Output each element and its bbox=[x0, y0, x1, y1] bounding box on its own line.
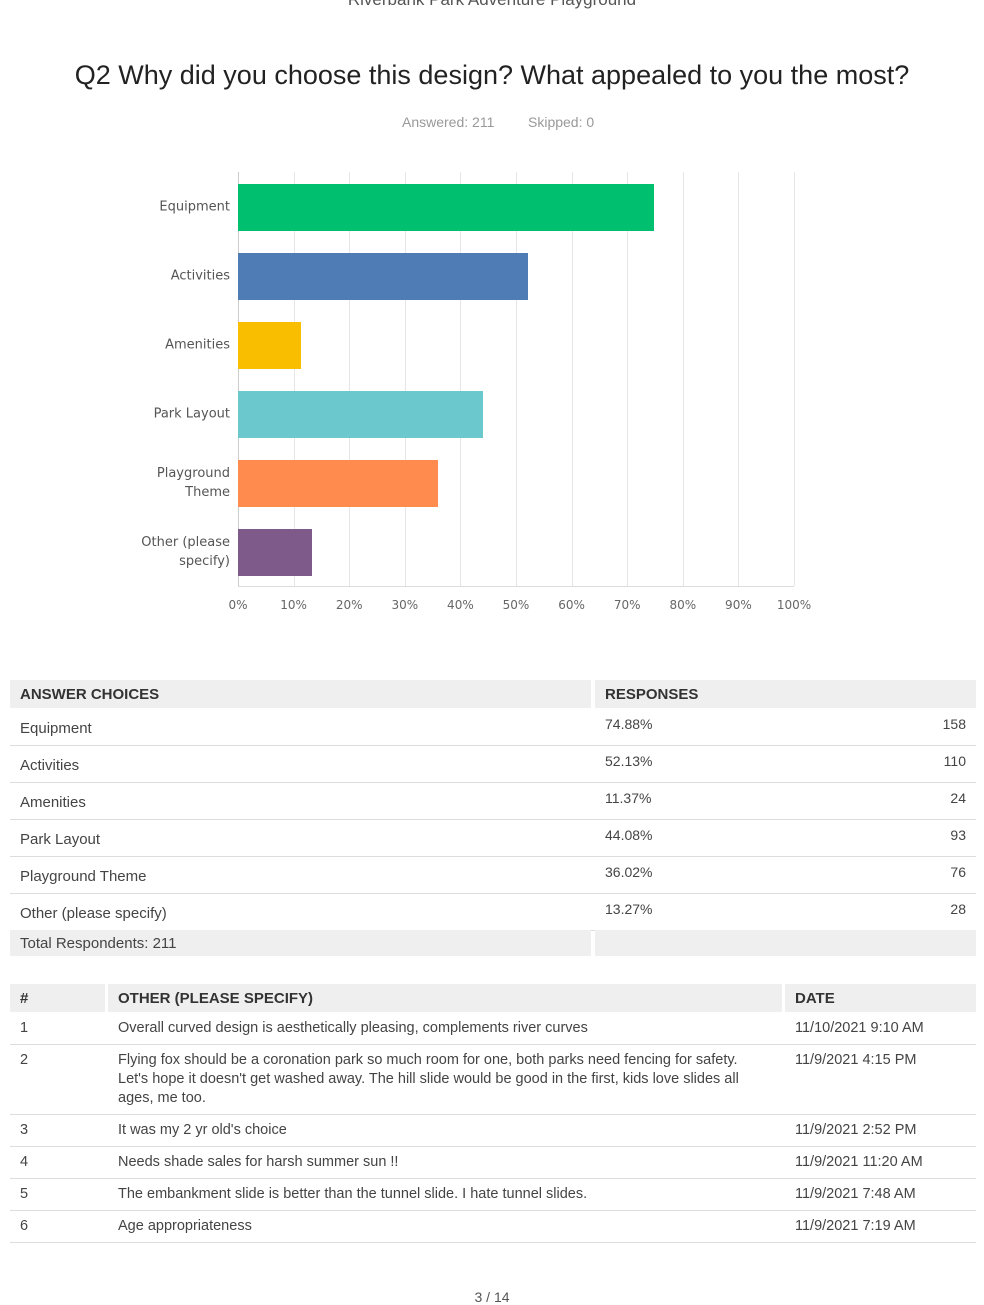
response-percent: 11.37% bbox=[605, 790, 652, 806]
comment-date: 11/9/2021 4:15 PM bbox=[795, 1052, 917, 1068]
response-percent: 52.13% bbox=[605, 753, 653, 769]
grid-line bbox=[293, 172, 295, 586]
row-divider bbox=[10, 1114, 976, 1115]
comment-text: It was my 2 yr old's choice bbox=[118, 1122, 287, 1138]
table-header: DATE bbox=[785, 984, 976, 1012]
comment-date: 11/10/2021 9:10 AM bbox=[795, 1020, 924, 1036]
answer-choice: Activities bbox=[20, 757, 80, 774]
category-label: Amenities bbox=[165, 337, 230, 352]
response-percent: 44.08% bbox=[605, 827, 653, 843]
comment-date: 11/9/2021 2:52 PM bbox=[795, 1122, 917, 1138]
table-header: OTHER (PLEASE SPECIFY) bbox=[108, 984, 782, 1012]
question-title: Q2 Why did you choose this design? What … bbox=[74, 60, 910, 90]
response-count: 24 bbox=[950, 790, 966, 806]
x-tick-label: 30% bbox=[391, 598, 419, 612]
response-count: 28 bbox=[950, 901, 966, 917]
table-header: # bbox=[10, 984, 105, 1012]
bar bbox=[238, 321, 302, 369]
row-divider bbox=[10, 1210, 976, 1211]
row-divider bbox=[10, 1146, 976, 1147]
row-divider bbox=[10, 893, 976, 894]
x-tick-label: 20% bbox=[335, 598, 363, 612]
bar bbox=[238, 183, 655, 231]
row-number: 2 bbox=[20, 1052, 29, 1068]
bar bbox=[238, 390, 484, 438]
comment-date: 11/9/2021 11:20 AM bbox=[795, 1154, 923, 1170]
response-count: 110 bbox=[943, 753, 966, 769]
row-divider bbox=[10, 856, 976, 857]
answered-count: Answered: 211 bbox=[402, 114, 495, 130]
table-header: RESPONSES bbox=[595, 680, 976, 708]
total-row: Total Respondents: 211 bbox=[10, 930, 591, 956]
row-number: 3 bbox=[20, 1122, 29, 1138]
row-number: 5 bbox=[20, 1186, 29, 1202]
x-tick-label: 10% bbox=[280, 598, 307, 612]
grid-line bbox=[794, 172, 795, 586]
x-tick-label: 60% bbox=[558, 598, 585, 612]
answer-choice: Equipment bbox=[20, 720, 92, 737]
row-number: 4 bbox=[20, 1154, 29, 1170]
grid-line bbox=[682, 172, 684, 586]
response-percent: 36.02% bbox=[605, 864, 653, 880]
response-percent: 74.88% bbox=[605, 716, 653, 732]
row-divider bbox=[10, 782, 976, 783]
x-tick-label: 80% bbox=[669, 598, 697, 612]
row-divider bbox=[10, 1044, 976, 1045]
x-tick-label: 40% bbox=[447, 598, 474, 612]
comment-date: 11/9/2021 7:48 AM bbox=[795, 1186, 916, 1202]
response-count: 158 bbox=[942, 716, 966, 732]
comment-date: 11/9/2021 7:19 AM bbox=[795, 1218, 916, 1234]
x-tick-label: 90% bbox=[725, 598, 752, 612]
skipped-count: Skipped: 0 bbox=[528, 114, 595, 130]
comment-text: Overall curved design is aesthetically p… bbox=[118, 1020, 588, 1036]
bar bbox=[238, 252, 528, 300]
category-label: Activities bbox=[170, 268, 230, 283]
grid-line bbox=[238, 172, 239, 586]
x-tick-label: 100% bbox=[776, 598, 812, 612]
x-axis-line bbox=[238, 586, 794, 587]
row-divider bbox=[10, 1178, 976, 1179]
x-tick-label: 0% bbox=[228, 598, 248, 612]
grid-line bbox=[404, 172, 406, 586]
grid-line bbox=[627, 172, 629, 586]
answer-choice: Playground Theme bbox=[20, 868, 147, 885]
answer-choice: Other (please specify) bbox=[20, 905, 167, 922]
response-count: 76 bbox=[950, 864, 966, 880]
row-divider bbox=[10, 1242, 976, 1243]
survey-title: Riverbank Park Adventure Playground bbox=[0, 0, 984, 10]
row-number: 1 bbox=[20, 1020, 29, 1036]
response-percent: 13.27% bbox=[605, 901, 653, 917]
category-label: Other (please specify) bbox=[141, 534, 230, 569]
comment-text: Needs shade sales for harsh summer sun !… bbox=[118, 1154, 399, 1170]
x-tick-label: 70% bbox=[613, 598, 641, 612]
category-label: Equipment bbox=[159, 199, 230, 214]
row-divider bbox=[10, 819, 976, 820]
answer-choice: Amenities bbox=[20, 794, 86, 811]
row-divider bbox=[10, 745, 976, 746]
response-count: 93 bbox=[950, 827, 966, 843]
bar bbox=[238, 459, 439, 507]
grid-line bbox=[460, 172, 462, 586]
category-label: Playground Theme bbox=[156, 465, 230, 500]
grid-line bbox=[738, 172, 740, 586]
x-tick-label: 50% bbox=[502, 598, 530, 612]
grid-line bbox=[349, 172, 351, 586]
answer-choice: Park Layout bbox=[20, 831, 101, 848]
comment-text: The embankment slide is better than the … bbox=[118, 1186, 588, 1202]
page-number: 3 / 14 bbox=[474, 1289, 510, 1305]
grid-line bbox=[571, 172, 573, 586]
category-label: Park Layout bbox=[153, 406, 230, 421]
table-header: ANSWER CHOICES bbox=[10, 680, 591, 708]
row-number: 6 bbox=[20, 1218, 29, 1234]
comment-text: Flying fox should be a coronation park s… bbox=[118, 1052, 739, 1106]
total-row-blank bbox=[595, 930, 976, 956]
bar bbox=[238, 528, 312, 576]
grid-line bbox=[516, 172, 517, 586]
comment-text: Age appropriateness bbox=[118, 1218, 252, 1234]
